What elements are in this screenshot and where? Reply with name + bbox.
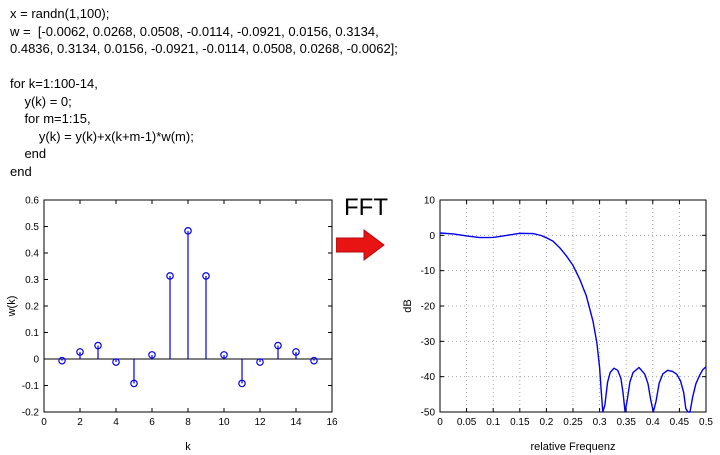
x-tick-label: 0.5 xyxy=(699,417,713,428)
y-tick-label: -40 xyxy=(421,372,436,383)
x-tick-label: 0.4 xyxy=(646,417,660,428)
x-tick-label: 0.45 xyxy=(670,417,690,428)
y-tick-label: 0.1 xyxy=(25,328,39,339)
code-line: end xyxy=(10,163,32,179)
y-tick-label: 0.6 xyxy=(25,196,39,207)
x-tick-label: 2 xyxy=(77,417,83,428)
x-tick-label: 0.25 xyxy=(563,417,583,428)
x-tick-label: 0.3 xyxy=(593,417,607,428)
x-tick-label: 12 xyxy=(254,417,266,428)
code-line: 0.4836, 0.3134, 0.0156, -0.0921, -0.0114… xyxy=(10,41,398,56)
x-tick-label: 0.35 xyxy=(616,417,636,428)
red-arrow-shape xyxy=(335,229,385,261)
stem-marker xyxy=(238,379,246,388)
stem-chart: 0 2 4 6 8 10 12 14 16 -0.2 -0.1 0 0.1 0.2 0.3 0.4 0.5 0.6… xyxy=(6,196,338,454)
stem-marker xyxy=(148,351,156,359)
y-tick-label: 0.2 xyxy=(25,302,39,313)
stem-marker xyxy=(130,379,138,388)
code-line: x = randn(1,100); xyxy=(10,6,110,21)
stem-marker xyxy=(310,356,318,365)
code-line: for k=1:100-14, xyxy=(10,76,98,91)
arrow-wrap xyxy=(335,229,386,266)
y-tick-label: -10 xyxy=(421,266,436,277)
code-line: for m=1:15, xyxy=(10,111,91,126)
y-tick-label: 0.4 xyxy=(25,249,39,260)
y-tick-label: -0.2 xyxy=(22,408,40,419)
response-curve xyxy=(439,232,707,413)
stem-marker xyxy=(58,356,66,365)
code-line: end xyxy=(10,146,47,161)
x-tick-label: 0 xyxy=(41,417,47,428)
y-tick-label: 0.5 xyxy=(25,222,39,233)
stem-figure: 0 2 4 6 8 10 12 14 16 -0.2 -0.1 0 0.1 0.2 0.3 0.4 0.5 0.6… xyxy=(4,192,340,455)
x-tick-label: 10 xyxy=(218,417,230,428)
x-tick-label: 6 xyxy=(149,417,155,428)
code-block: x = randn(1,100); w = [-0.0062, 0.0268, 0… xyxy=(10,5,398,180)
y-tick-label: -50 xyxy=(421,408,436,419)
stem-marker xyxy=(76,348,84,356)
red-arrow-icon xyxy=(335,229,385,261)
x-axis-label: relative Frequenz xyxy=(531,441,616,453)
y-tick-label: -20 xyxy=(421,302,436,313)
x-tick-label: 0.05 xyxy=(457,417,477,428)
code-line: w = [-0.0062, 0.0268, 0.0508, -0.0114, -… xyxy=(10,23,379,39)
response-chart: 0 0.05 0.1 0.15 0.2 0.25 0.3 0.35 0.4 0.45 0.5 -50 -… xyxy=(402,196,713,454)
y-tick-label: 0.3 xyxy=(25,275,39,286)
y-tick-label: -0.1 xyxy=(22,381,40,392)
x-axis-label: k xyxy=(185,441,191,453)
y-tick-label: -30 xyxy=(421,337,436,348)
x-tick-label: 14 xyxy=(290,417,302,428)
y-axis-label: dB xyxy=(402,299,414,312)
x-tick-label: 16 xyxy=(326,417,338,428)
y-axis-label: w(k) xyxy=(6,296,18,318)
x-tick-label: 0.15 xyxy=(510,417,530,428)
stem-marker xyxy=(166,272,174,280)
stem-marker xyxy=(256,358,264,366)
y-tick-label: 10 xyxy=(424,196,436,207)
stem-marker xyxy=(184,227,192,235)
code-line: y(k) = y(k)+x(k+m-1)*w(m); xyxy=(10,128,194,144)
x-tick-label: 0.2 xyxy=(539,417,553,428)
stem-marker xyxy=(94,341,102,350)
stem-marker xyxy=(292,348,300,356)
stem-marker xyxy=(274,341,282,350)
stem-marker xyxy=(202,272,210,280)
x-tick-label: 8 xyxy=(185,417,191,428)
x-tick-label: 4 xyxy=(113,417,119,428)
stem-marker xyxy=(112,358,120,366)
fft-label: FFT xyxy=(344,194,388,221)
x-tick-label: 0.1 xyxy=(486,417,500,428)
stem-marker xyxy=(220,351,228,359)
response-figure: 0 0.05 0.1 0.15 0.2 0.25 0.3 0.35 0.4 0.45 0.5 -50 -… xyxy=(400,192,716,455)
y-tick-label: 0 xyxy=(33,355,39,366)
x-tick-label: 0 xyxy=(437,417,443,428)
code-line: y(k) = 0; xyxy=(10,93,72,109)
code-line xyxy=(10,58,398,76)
y-tick-label: 0 xyxy=(429,231,435,242)
